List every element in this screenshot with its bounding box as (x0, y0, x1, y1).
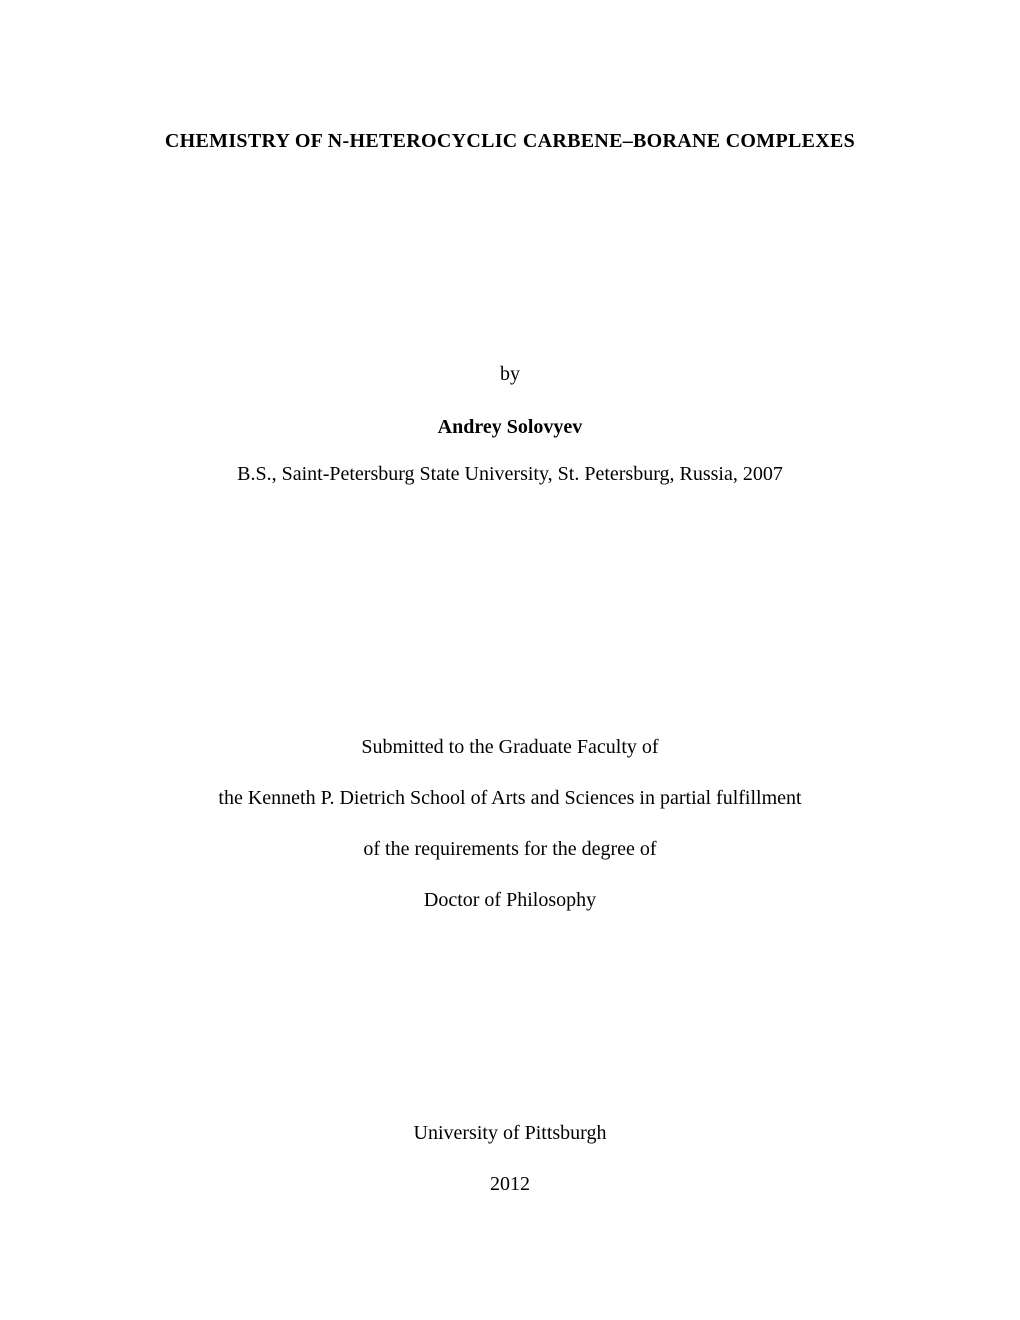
institution-block: University of Pittsburgh 2012 (130, 1122, 890, 1196)
submission-block: Submitted to the Graduate Faculty of the… (130, 736, 890, 912)
university-name: University of Pittsburgh (130, 1122, 890, 1145)
submission-line-3: of the requirements for the degree of (130, 838, 890, 861)
author-name: Andrey Solovyev (130, 416, 890, 439)
author-credentials: B.S., Saint-Petersburg State University,… (130, 463, 890, 486)
thesis-title: CHEMISTRY OF N-HETEROCYCLIC CARBENE–BORA… (130, 130, 890, 153)
thesis-year: 2012 (130, 1173, 890, 1196)
submission-line-1: Submitted to the Graduate Faculty of (130, 736, 890, 759)
submission-line-4: Doctor of Philosophy (130, 889, 890, 912)
by-label: by (130, 363, 890, 386)
submission-line-2: the Kenneth P. Dietrich School of Arts a… (130, 787, 890, 810)
